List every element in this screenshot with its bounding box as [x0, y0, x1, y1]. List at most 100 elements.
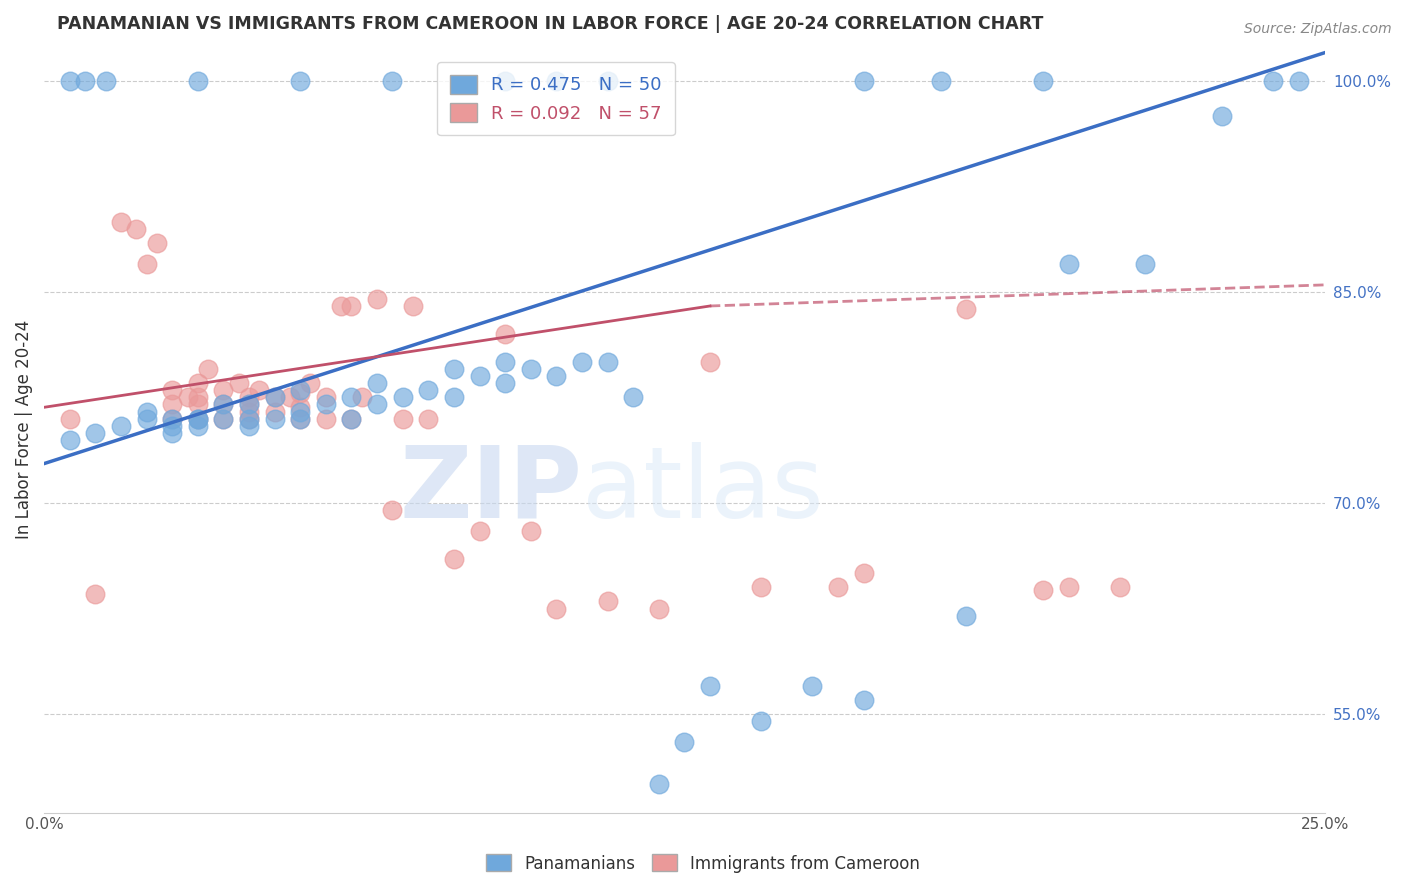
Point: [160, 411, 183, 425]
Point: [110, 214, 132, 228]
Point: [391, 391, 413, 405]
Point: [135, 404, 157, 418]
Point: [1135, 257, 1157, 271]
Point: [238, 397, 260, 411]
Point: [146, 235, 169, 250]
Point: [290, 401, 312, 415]
Point: [187, 418, 209, 433]
Point: [1211, 109, 1233, 123]
Point: [852, 693, 875, 707]
Text: Source: ZipAtlas.com: Source: ZipAtlas.com: [1244, 22, 1392, 37]
Point: [176, 391, 198, 405]
Text: PANAMANIAN VS IMMIGRANTS FROM CAMEROON IN LABOR FORCE | AGE 20-24 CORRELATION CH: PANAMANIAN VS IMMIGRANTS FROM CAMEROON I…: [56, 15, 1043, 33]
Point: [278, 391, 301, 405]
Y-axis label: In Labor Force | Age 20-24: In Labor Force | Age 20-24: [15, 319, 32, 539]
Point: [187, 376, 209, 391]
Point: [315, 411, 337, 425]
Point: [852, 74, 875, 88]
Point: [187, 74, 209, 88]
Point: [648, 601, 671, 615]
Point: [571, 355, 593, 369]
Point: [84, 425, 107, 440]
Point: [350, 391, 373, 405]
Point: [94, 74, 117, 88]
Point: [929, 74, 952, 88]
Point: [315, 391, 337, 405]
Point: [801, 679, 824, 693]
Point: [238, 404, 260, 418]
Point: [418, 384, 440, 398]
Point: [1032, 74, 1054, 88]
Point: [648, 777, 671, 791]
Point: [673, 735, 696, 749]
Point: [381, 503, 404, 517]
Point: [1108, 581, 1130, 595]
Point: [443, 362, 465, 376]
Point: [1032, 583, 1054, 598]
Point: [290, 386, 312, 401]
Point: [299, 376, 322, 391]
Point: [546, 74, 568, 88]
Point: [468, 369, 491, 384]
Point: [160, 397, 183, 411]
Point: [494, 74, 516, 88]
Point: [212, 384, 235, 398]
Point: [110, 418, 132, 433]
Point: [59, 411, 82, 425]
Point: [596, 355, 619, 369]
Point: [546, 369, 568, 384]
Point: [402, 299, 425, 313]
Point: [84, 587, 107, 601]
Point: [290, 384, 312, 398]
Point: [340, 411, 363, 425]
Point: [1263, 74, 1285, 88]
Point: [135, 411, 157, 425]
Point: [238, 411, 260, 425]
Point: [827, 581, 849, 595]
Point: [315, 397, 337, 411]
Point: [238, 411, 260, 425]
Point: [749, 581, 772, 595]
Point: [160, 418, 183, 433]
Point: [381, 74, 404, 88]
Point: [955, 301, 977, 316]
Point: [290, 411, 312, 425]
Point: [75, 74, 97, 88]
Point: [187, 411, 209, 425]
Point: [238, 418, 260, 433]
Point: [212, 411, 235, 425]
Point: [187, 391, 209, 405]
Point: [160, 384, 183, 398]
Point: [135, 257, 157, 271]
Point: [519, 524, 541, 538]
Point: [187, 411, 209, 425]
Point: [366, 292, 388, 306]
Point: [247, 384, 270, 398]
Point: [263, 404, 285, 418]
Point: [494, 376, 516, 391]
Point: [418, 411, 440, 425]
Point: [955, 608, 977, 623]
Point: [340, 411, 363, 425]
Point: [228, 376, 250, 391]
Point: [468, 524, 491, 538]
Text: ZIP: ZIP: [399, 442, 582, 539]
Point: [330, 299, 353, 313]
Point: [160, 425, 183, 440]
Point: [187, 411, 209, 425]
Point: [519, 362, 541, 376]
Point: [212, 397, 235, 411]
Point: [290, 404, 312, 418]
Point: [187, 397, 209, 411]
Point: [263, 391, 285, 405]
Point: [494, 327, 516, 342]
Point: [212, 397, 235, 411]
Point: [59, 433, 82, 447]
Point: [366, 397, 388, 411]
Point: [1057, 257, 1080, 271]
Point: [391, 411, 413, 425]
Point: [290, 411, 312, 425]
Point: [546, 601, 568, 615]
Point: [1288, 74, 1310, 88]
Point: [596, 74, 619, 88]
